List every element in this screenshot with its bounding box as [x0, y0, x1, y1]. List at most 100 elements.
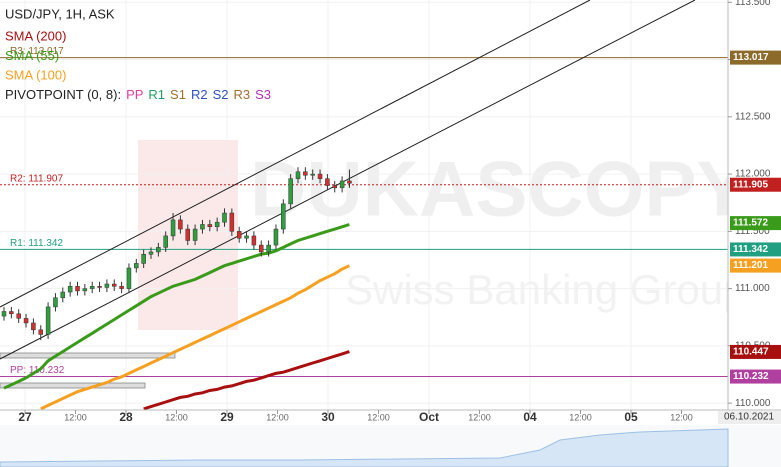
candle-body — [156, 247, 161, 253]
price-badges: 113.017 111.905 111.342 110.232 110.447 111.5… — [730, 50, 781, 384]
level-badge-label: 111.905 — [733, 179, 768, 190]
level-badge-label: 111.342 — [733, 244, 768, 255]
trend-line — [0, 0, 591, 308]
sma-badge-label: 110.447 — [733, 347, 769, 358]
x-axis: 27 12:00 28 12:00 29 12:00 30 12:00 Oct 12:00 04 12… — [18, 410, 693, 424]
y-tick-label: 110.000 — [735, 398, 771, 409]
pivot-legend: PIVOTPOINT (0, 8): PP R1 S1 R2 S2 R3 S3 — [5, 87, 271, 102]
candle-body — [134, 263, 139, 269]
level-label: R3: 113.017 — [10, 46, 64, 57]
candle-body — [119, 286, 124, 289]
pivot-legend-label: PIVOTPOINT (0, 8): — [5, 87, 121, 102]
sma-badge-label: 111.572 — [733, 218, 768, 229]
sma-lines — [3, 223, 351, 411]
legend-entry: SMA (100) — [5, 67, 66, 82]
level-badge — [730, 369, 781, 384]
y-tick-label: 112.500 — [735, 111, 771, 122]
legend-entry: SMA (55) — [5, 48, 59, 63]
candle-body — [310, 173, 315, 176]
watermark-tagline: Swiss Banking Group — [345, 266, 747, 313]
pivot-legend-item: S1 — [170, 87, 186, 102]
y-tick-label: 113.500 — [735, 0, 771, 8]
pivot-legend-item: S2 — [213, 87, 229, 102]
candle-body — [222, 212, 227, 223]
candle-body — [214, 221, 220, 228]
y-tick-label: 112.000 — [735, 169, 771, 180]
candle-body — [273, 228, 279, 246]
level-badge-label: 110.232 — [733, 371, 769, 382]
candle-body — [67, 286, 73, 293]
candle-body — [148, 251, 154, 255]
candle-body — [89, 286, 95, 289]
x-tick-label: 28 — [119, 410, 133, 424]
x-tick-label: 29 — [220, 410, 234, 424]
sma-badge-label: 111.201 — [733, 260, 768, 271]
candle-body — [53, 297, 58, 308]
trend-line — [0, 0, 696, 360]
navigator-date: 06.10.2021 — [724, 412, 774, 423]
candle-body — [45, 306, 51, 335]
candle-body — [23, 318, 29, 324]
candle-body — [281, 203, 286, 230]
sma-badge — [730, 344, 781, 359]
candle-body — [266, 244, 271, 253]
zone-box — [0, 352, 176, 359]
candle-body — [229, 212, 235, 232]
candle-body — [1, 311, 7, 317]
candle-body — [332, 185, 337, 189]
x-tick-label: 04 — [523, 410, 537, 424]
candle-body — [31, 322, 36, 331]
navigator-area — [0, 428, 729, 467]
date-box — [718, 411, 781, 424]
level-label: R1: 111.342 — [10, 238, 63, 249]
x-tick-label: 12:00 — [468, 412, 491, 422]
candle-body — [60, 291, 66, 299]
sma-badge — [730, 216, 781, 231]
candle-body — [104, 283, 110, 288]
level-badge — [730, 242, 781, 257]
candles — [1, 167, 352, 341]
candle-body — [339, 180, 345, 189]
candle-body — [141, 253, 146, 264]
sma-line — [3, 223, 350, 390]
level-label: R2: 111.907 — [10, 173, 63, 184]
zone-box — [0, 382, 146, 389]
x-tick-label: Oct — [419, 410, 439, 424]
x-tick-label: 12:00 — [266, 412, 289, 422]
level-badge — [730, 177, 781, 192]
x-tick-label: 27 — [18, 410, 32, 424]
candle-body — [200, 224, 205, 230]
candle-body — [16, 313, 21, 319]
pivot-legend-item: R1 — [148, 87, 165, 102]
candle-body — [347, 180, 352, 184]
candle-body — [185, 228, 190, 241]
x-tick-label: 30 — [321, 410, 335, 424]
candle-body — [295, 171, 301, 179]
candle-body — [170, 219, 176, 237]
candle-body — [178, 219, 183, 230]
sma-line — [143, 350, 350, 411]
candle-body — [244, 235, 249, 239]
candle-body — [251, 235, 257, 246]
candle-body — [192, 228, 198, 241]
level-badge-label: 113.017 — [733, 52, 769, 63]
price-axis — [728, 0, 781, 410]
legend: USD/JPY, 1H, ASK SMA (200) SMA (55) SMA (1… — [5, 6, 271, 102]
candle-body — [288, 178, 293, 205]
sma-line — [40, 264, 351, 411]
candle-body — [75, 286, 80, 292]
candle-body — [303, 171, 308, 176]
candle-body — [207, 224, 213, 228]
candle-body — [38, 329, 43, 335]
watermark: DUKASCOPY Swiss Banking Group — [138, 140, 748, 330]
candle-body — [325, 178, 330, 186]
x-tick-label: 12:00 — [64, 412, 87, 422]
candle-body — [82, 288, 88, 292]
pivot-legend-item: R2 — [191, 87, 208, 102]
candle-body — [9, 311, 14, 315]
x-tick-label: 05 — [624, 410, 638, 424]
candle-body — [163, 235, 168, 248]
candle-body — [97, 286, 102, 288]
